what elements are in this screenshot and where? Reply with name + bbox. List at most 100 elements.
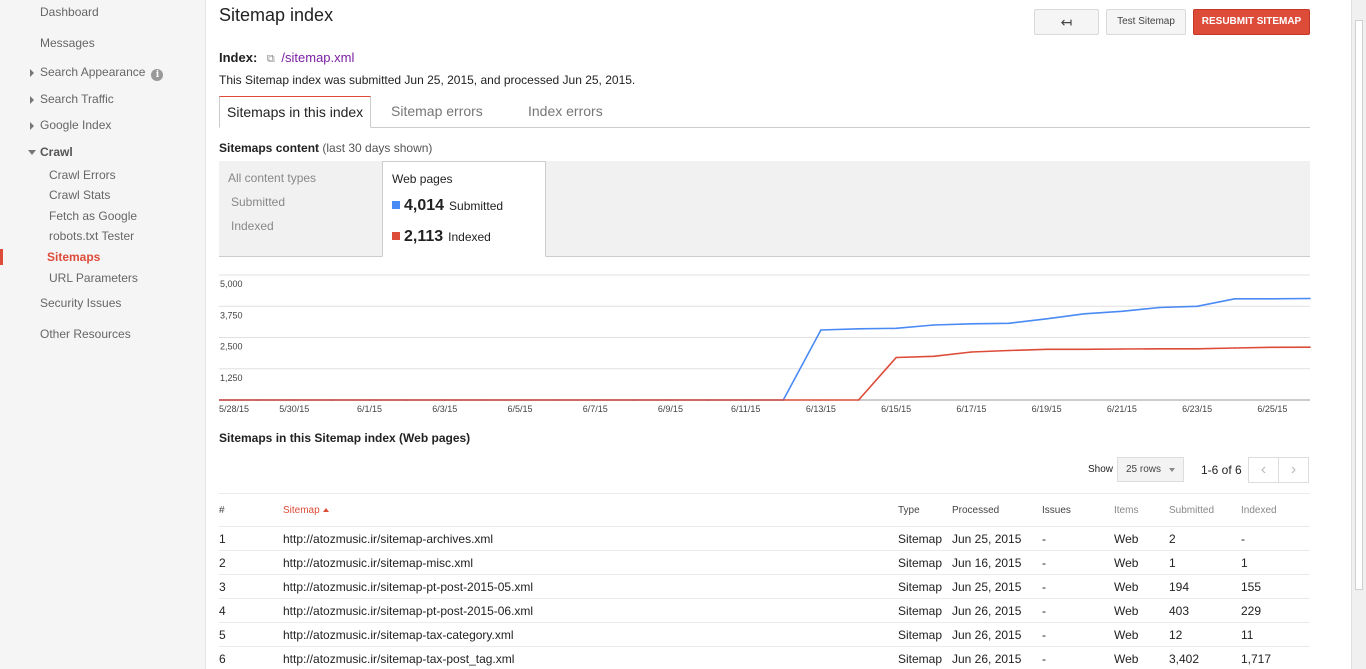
row-number-cell: 6	[219, 646, 283, 669]
data-point-indexed	[820, 399, 822, 401]
nav-fetch-as-google[interactable]: Fetch as Google	[49, 209, 138, 223]
nav-crawl-stats[interactable]: Crawl Stats	[49, 188, 111, 202]
web-pages-panel[interactable]: Web pages 4,014 Submitted 2,113 Indexed	[382, 161, 546, 257]
next-page-button[interactable]: ›	[1278, 457, 1309, 483]
test-sitemap-button[interactable]: Test Sitemap	[1106, 9, 1186, 35]
nav-search-traffic[interactable]: Search Traffic	[30, 92, 114, 106]
x-tick-label: 6/19/15	[1032, 404, 1062, 414]
issues-cell: -	[1042, 622, 1114, 647]
col-indexed[interactable]: Indexed	[1241, 493, 1310, 527]
all-content-types[interactable]: All content types	[228, 171, 317, 185]
table-header-row: # Sitemap Type Processed Issues Items Su…	[219, 493, 1310, 527]
scrollbar-thumb[interactable]	[1355, 20, 1363, 590]
nav-crawl[interactable]: Crawl	[28, 145, 73, 159]
data-point-indexed	[932, 355, 935, 358]
sitemap-url-cell[interactable]: http://atozmusic.ir/sitemap-tax-post_tag…	[283, 646, 898, 669]
sitemap-url-cell[interactable]: http://atozmusic.ir/sitemap-archives.xml	[283, 526, 898, 551]
nav-search-traffic-label: Search Traffic	[40, 92, 114, 106]
data-point-indexed	[519, 399, 521, 401]
data-point-indexed	[1309, 346, 1311, 348]
expand-arrow-icon	[30, 122, 34, 130]
content-title: Sitemaps content	[219, 141, 320, 155]
expand-arrow-icon	[30, 96, 34, 104]
nav-search-appearance[interactable]: Search Appearance i	[30, 65, 164, 81]
nav-url-parameters[interactable]: URL Parameters	[49, 271, 138, 285]
data-point-indexed	[1121, 348, 1123, 350]
type-cell: Sitemap	[898, 598, 952, 623]
col-issues[interactable]: Issues	[1042, 493, 1114, 527]
col-type[interactable]: Type	[898, 493, 952, 527]
nav-crawl-errors[interactable]: Crawl Errors	[49, 168, 116, 182]
data-point-submitted	[1008, 322, 1010, 325]
data-point-indexed	[782, 399, 785, 401]
processed-cell: Jun 16, 2015	[952, 550, 1042, 575]
row-number-cell: 5	[219, 622, 283, 647]
web-pages-title: Web pages	[392, 172, 453, 186]
table-row[interactable]: 6 http://atozmusic.ir/sitemap-tax-post_ta…	[219, 646, 1310, 669]
indexed-cell: 1,717	[1241, 646, 1310, 669]
content-types-box: All content types Submitted Indexed Web …	[219, 161, 1310, 257]
x-tick-label: 6/3/15	[432, 404, 457, 414]
indexed-cell: 11	[1241, 622, 1310, 647]
rows-select-value: 25 rows	[1126, 464, 1162, 475]
table-row[interactable]: 5 http://atozmusic.ir/sitemap-tax-categor…	[219, 622, 1310, 647]
nav-messages[interactable]: Messages	[40, 36, 95, 50]
data-point-indexed	[368, 399, 371, 401]
row-number-cell: 2	[219, 550, 283, 575]
tab-sitemap-errors[interactable]: Sitemap errors	[391, 103, 483, 119]
y-tick-label: 3,750	[220, 310, 243, 320]
tab-index-errors[interactable]: Index errors	[528, 103, 603, 119]
sitemap-url-cell[interactable]: http://atozmusic.ir/sitemap-tax-category…	[283, 622, 898, 647]
data-point-indexed	[443, 399, 446, 401]
col-submitted[interactable]: Submitted	[1169, 493, 1241, 527]
nav-security-issues[interactable]: Security Issues	[40, 296, 122, 310]
show-label: Show	[1088, 464, 1114, 475]
data-point-submitted	[1083, 312, 1086, 315]
sidebar: Dashboard Messages Search Appearance i Se…	[0, 0, 206, 669]
x-tick-label: 5/30/15	[279, 404, 309, 414]
data-point-submitted	[1196, 305, 1198, 308]
indexed-cell: -	[1241, 526, 1310, 551]
col-processed[interactable]: Processed	[952, 493, 1042, 527]
sitemap-url-cell[interactable]: http://atozmusic.ir/sitemap-misc.xml	[283, 550, 898, 575]
nav-sitemaps[interactable]: Sitemaps	[47, 250, 101, 264]
nav-google-index[interactable]: Google Index	[30, 118, 112, 132]
content-submitted-label: Submitted	[231, 195, 286, 209]
nav-dashboard[interactable]: Dashboard	[40, 5, 99, 19]
data-point-indexed	[1045, 348, 1048, 351]
sitemap-url-cell[interactable]: http://atozmusic.ir/sitemap-pt-post-2015…	[283, 598, 898, 623]
items-cell: Web	[1114, 526, 1169, 551]
data-point-indexed	[255, 399, 258, 401]
table-row[interactable]: 3 http://atozmusic.ir/sitemap-pt-post-201…	[219, 574, 1310, 599]
y-tick-label: 2,500	[220, 342, 243, 352]
type-cell: Sitemap	[898, 526, 952, 551]
tab-sitemaps-in-index[interactable]: Sitemaps in this index	[219, 96, 372, 128]
data-point-indexed	[481, 399, 484, 401]
col-sitemap[interactable]: Sitemap	[283, 493, 898, 527]
data-point-indexed	[293, 399, 296, 401]
nav-google-index-label: Google Index	[40, 118, 112, 132]
type-cell: Sitemap	[898, 550, 952, 575]
row-number-cell: 4	[219, 598, 283, 623]
sitemap-link[interactable]: /sitemap.xml	[281, 50, 355, 65]
type-cell: Sitemap	[898, 574, 952, 599]
submitted-cell: 3,402	[1169, 646, 1241, 669]
sitemap-url-cell[interactable]: http://atozmusic.ir/sitemap-pt-post-2015…	[283, 574, 898, 599]
info-icon[interactable]: i	[151, 69, 164, 81]
back-button[interactable]: ↤	[1034, 9, 1099, 35]
table-row[interactable]: 4 http://atozmusic.ir/sitemap-pt-post-201…	[219, 598, 1310, 623]
row-number-cell: 3	[219, 574, 283, 599]
nav-other-resources[interactable]: Other Resources	[40, 327, 131, 341]
table-row[interactable]: 1 http://atozmusic.ir/sitemap-archives.xm…	[219, 526, 1310, 551]
index-line: Index: ⧉ /sitemap.xml	[219, 50, 354, 66]
data-point-indexed	[895, 356, 897, 359]
resubmit-sitemap-button[interactable]: RESUBMIT SITEMAP	[1193, 9, 1310, 35]
prev-page-button[interactable]: ‹	[1248, 457, 1279, 483]
vertical-scrollbar[interactable]	[1351, 0, 1366, 669]
nav-robots-tester[interactable]: robots.txt Tester	[49, 229, 135, 243]
data-point-indexed	[406, 399, 408, 401]
table-row[interactable]: 2 http://atozmusic.ir/sitemap-misc.xml Sit…	[219, 550, 1310, 575]
processed-cell: Jun 25, 2015	[952, 574, 1042, 599]
data-point-submitted	[895, 327, 897, 330]
rows-per-page-select[interactable]: 25 rows	[1117, 457, 1184, 482]
